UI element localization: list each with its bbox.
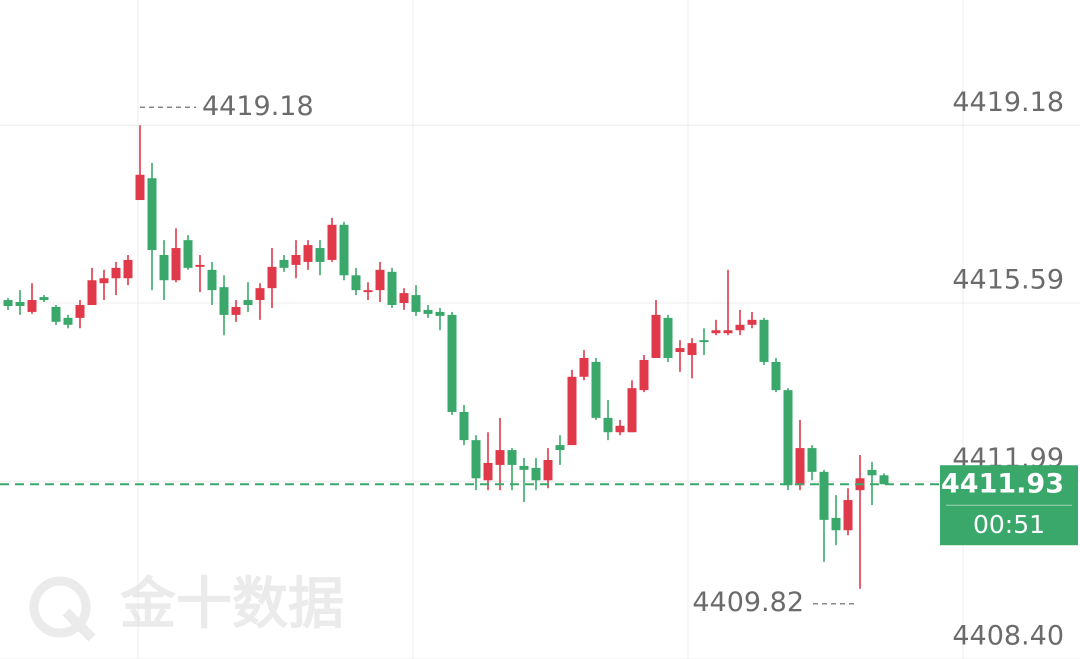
candle-body [411, 295, 421, 312]
candle-body [3, 300, 13, 306]
candle-body [759, 319, 769, 362]
candle-body [51, 306, 61, 322]
candle-body [531, 467, 541, 481]
candle-body [63, 317, 73, 325]
candle-body [771, 361, 781, 391]
candle-body [627, 388, 637, 433]
candle-body [135, 174, 145, 201]
candle-body [579, 357, 589, 377]
candle-body [435, 311, 445, 316]
candle-body [843, 500, 853, 531]
candle-body [363, 290, 373, 293]
candle-body [639, 359, 649, 391]
candle-body [591, 361, 601, 418]
candle-body [615, 425, 625, 433]
candle-body [99, 278, 109, 284]
candle-body [327, 224, 337, 260]
candle-body [459, 411, 469, 441]
candle-body [267, 266, 277, 289]
candle-body [867, 469, 877, 476]
max-label: 4419.18 [202, 91, 314, 122]
candle-body [399, 293, 409, 304]
watermark: 金十数据 [29, 572, 344, 642]
current-price-label: 4411.93 [941, 469, 1064, 500]
candle-body [831, 517, 841, 531]
candle-body [39, 297, 49, 301]
candle-body [507, 450, 517, 465]
candle-body [651, 314, 661, 358]
candle-body [807, 448, 817, 472]
candle-body [747, 319, 757, 325]
candle-body [555, 445, 565, 451]
candle-body [423, 309, 433, 314]
candle-body [879, 475, 889, 485]
candle-body [147, 178, 157, 251]
watermark-logo [29, 576, 91, 638]
candle-body [219, 287, 229, 315]
candle-body [279, 259, 289, 268]
candle-body [675, 348, 685, 353]
candle-body [15, 302, 25, 306]
min-label: 4409.82 [692, 587, 804, 618]
candle-body [687, 343, 697, 355]
candle-body [543, 459, 553, 481]
candle-body [819, 471, 829, 520]
candle-body [735, 324, 745, 331]
candle-body [699, 340, 709, 343]
candle-body [255, 288, 265, 301]
candle-body [231, 306, 241, 315]
countdown: 00:51 [973, 510, 1045, 539]
candle-body [351, 275, 361, 291]
candle-body [783, 390, 793, 486]
watermark-logo [62, 608, 96, 642]
candle-body [519, 465, 529, 470]
candle-body [111, 267, 121, 279]
candle-body [447, 314, 457, 412]
candle-body [711, 330, 721, 334]
candle-body [315, 248, 325, 262]
candle-body [291, 254, 301, 265]
candle-body [603, 417, 613, 433]
candle-body [159, 254, 169, 281]
candle-body [375, 269, 385, 291]
candle-body [75, 304, 85, 318]
candle-body [123, 259, 133, 279]
candle-body [483, 462, 493, 481]
y-tick-label: 4415.59 [952, 265, 1064, 296]
plot: 4408.404411.994415.594419.184419.184409.… [0, 87, 1080, 659]
candle-body [339, 224, 349, 276]
candle-body [567, 376, 577, 446]
candle-body [207, 269, 217, 291]
candle-body [243, 300, 253, 305]
candle-body [663, 317, 673, 358]
candle-body [795, 448, 805, 486]
y-tick-label: 4408.40 [952, 621, 1064, 652]
candle-body [471, 440, 481, 479]
candle-body [303, 245, 313, 262]
watermark-text: 金十数据 [119, 572, 344, 637]
candle-body [387, 271, 397, 305]
candle-body [171, 248, 181, 281]
y-tick-label: 4419.18 [952, 87, 1064, 118]
candle-body [495, 450, 505, 465]
candle-body [27, 300, 37, 312]
candle-body [195, 264, 205, 267]
candle-body [183, 240, 193, 268]
candle-body [87, 280, 97, 305]
candle-body [723, 330, 733, 334]
vertical-grid [137, 0, 964, 659]
